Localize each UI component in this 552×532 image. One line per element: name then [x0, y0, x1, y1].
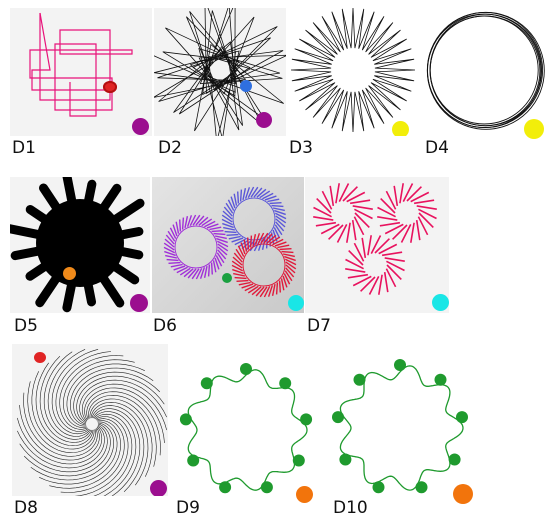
pink-square-pattern — [29, 12, 133, 117]
turtle-icon — [240, 80, 252, 92]
black-circle-ring — [426, 11, 545, 130]
color-dot-d6 — [288, 295, 304, 311]
color-dot-d5 — [130, 294, 148, 312]
label-d2: D2 — [158, 138, 182, 158]
pink-pinwheel-rings — [313, 183, 437, 295]
panel-d6 — [152, 177, 304, 313]
label-d3: D3 — [289, 138, 313, 158]
black-spiral-pattern — [17, 349, 167, 496]
panel-d2 — [154, 8, 286, 136]
color-dot-d3 — [392, 121, 409, 136]
black-star-ring — [290, 8, 416, 133]
colored-gear-rings — [163, 186, 297, 298]
color-dot-d2 — [256, 112, 272, 128]
panel-d4 — [420, 8, 550, 140]
panel-d5 — [10, 177, 150, 313]
turtle-icon — [222, 273, 232, 283]
label-d8: D8 — [14, 498, 38, 518]
label-d1: D1 — [12, 138, 36, 158]
panel-d10 — [326, 344, 474, 508]
panel-d8 — [12, 344, 168, 496]
panel-d1 — [10, 8, 152, 136]
label-d6: D6 — [153, 316, 177, 336]
turtle-icon — [103, 81, 117, 93]
panel-d3 — [287, 8, 419, 136]
panel-d9 — [172, 344, 322, 504]
color-dot-d1 — [132, 118, 149, 135]
panel-d7 — [305, 177, 449, 313]
label-d9: D9 — [176, 498, 200, 518]
green-dotted-ring — [179, 363, 313, 494]
label-d4: D4 — [425, 138, 449, 158]
label-d5: D5 — [14, 316, 38, 336]
turtle-icon — [34, 352, 46, 363]
label-d10: D10 — [333, 498, 368, 518]
turtle-icon — [63, 267, 76, 280]
black-spiky-blob — [10, 177, 145, 313]
label-d7: D7 — [307, 316, 331, 336]
color-dot-d4 — [524, 119, 544, 139]
color-dot-d8 — [150, 480, 167, 496]
color-dot-d7 — [432, 294, 449, 311]
green-dotted-ring-large — [332, 359, 468, 494]
color-dot-d9 — [296, 486, 313, 503]
color-dot-d10 — [453, 484, 473, 504]
